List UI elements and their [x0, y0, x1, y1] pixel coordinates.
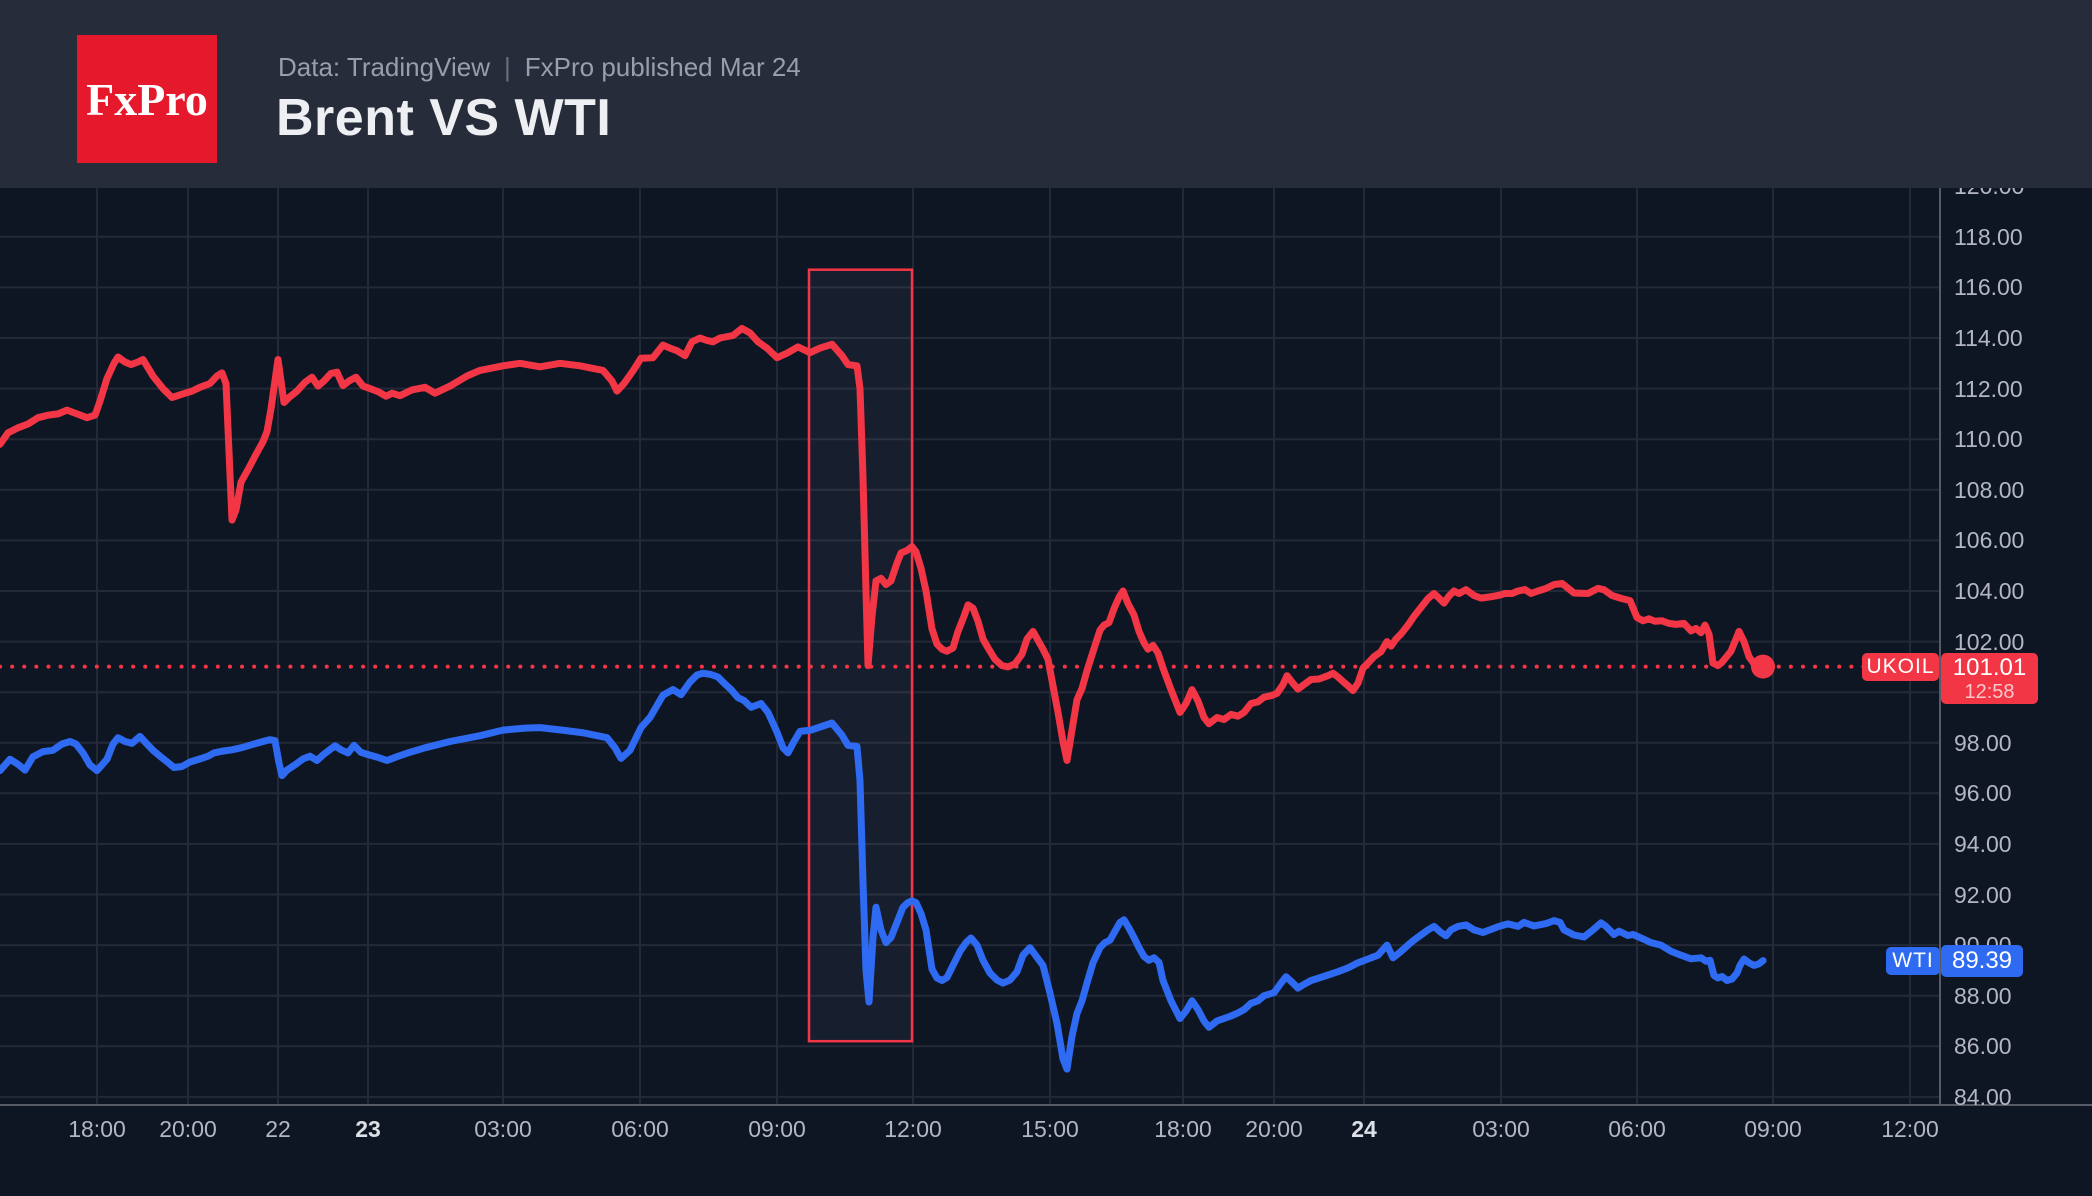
fxpro-logo: FxPro — [77, 35, 217, 163]
price-tick-label: 114.00 — [1954, 325, 2023, 351]
header: FxPro Data: TradingView | FxPro published … — [0, 0, 2092, 188]
time-tick-label: 24 — [1351, 1116, 1377, 1142]
price-tick-label: 94.00 — [1954, 831, 2012, 857]
time-tick-label: 20:00 — [1245, 1116, 1303, 1142]
wti-price-badge: 89.39 — [1941, 945, 2023, 977]
price-tick-label: 92.00 — [1954, 882, 2012, 908]
time-tick-label: 03:00 — [1472, 1116, 1530, 1142]
time-tick-label: 12:00 — [1881, 1116, 1939, 1142]
price-tick-label: 86.00 — [1954, 1033, 2012, 1059]
price-tick-label: 88.00 — [1954, 983, 2012, 1009]
time-tick-label: 09:00 — [1744, 1116, 1802, 1142]
chart-meta: Data: TradingView | FxPro published Mar 24 — [278, 52, 801, 83]
wti-series-label: WTI — [1886, 947, 1940, 975]
price-tick-label: 104.00 — [1954, 578, 2025, 604]
price-tick-label: 110.00 — [1954, 426, 2023, 452]
time-tick-label: 23 — [355, 1116, 381, 1142]
price-tick-label: 96.00 — [1954, 780, 2012, 806]
page-title: Brent VS WTI — [276, 89, 612, 147]
ukoil-series-label: UKOIL — [1862, 653, 1939, 681]
ukoil-price-value: 101.01 — [1952, 653, 2027, 681]
price-tick-label: 106.00 — [1954, 527, 2025, 553]
time-tick-label: 18:00 — [68, 1116, 126, 1142]
ukoil-last-price-dot — [1751, 654, 1775, 679]
price-tick-label: 84.00 — [1954, 1084, 2012, 1110]
ukoil-label-text: UKOIL — [1866, 655, 1935, 678]
published-label: FxPro published Mar 24 — [524, 52, 801, 82]
price-tick-label: 102.00 — [1954, 629, 2025, 655]
wti-series-line — [0, 669, 1767, 1073]
price-tick-label: 116.00 — [1954, 274, 2023, 300]
price-tick-label: 98.00 — [1954, 730, 2012, 756]
price-tick-label: 118.00 — [1954, 224, 2023, 250]
price-tick-label: 108.00 — [1954, 477, 2025, 503]
ukoil-price-time: 12:58 — [1964, 680, 2015, 703]
time-tick-label: 20:00 — [159, 1116, 217, 1142]
time-tick-label: 09:00 — [748, 1116, 806, 1142]
time-tick-label: 18:00 — [1154, 1116, 1212, 1142]
wti-label-text: WTI — [1892, 949, 1934, 972]
time-tick-label: 06:00 — [611, 1116, 669, 1142]
time-tick-label: 22 — [265, 1116, 291, 1142]
time-tick-label: 03:00 — [474, 1116, 532, 1142]
time-tick-label: 12:00 — [884, 1116, 942, 1142]
time-tick-label: 06:00 — [1608, 1116, 1666, 1142]
meta-separator: | — [503, 52, 511, 82]
wti-price-value: 89.39 — [1951, 947, 2013, 974]
data-source-label: Data: TradingView — [278, 52, 490, 82]
ukoil-series-line — [0, 324, 1767, 764]
ukoil-price-badge: 101.01 12:58 — [1941, 653, 2038, 704]
price-tick-label: 112.00 — [1954, 376, 2023, 402]
time-tick-label: 15:00 — [1021, 1116, 1079, 1142]
